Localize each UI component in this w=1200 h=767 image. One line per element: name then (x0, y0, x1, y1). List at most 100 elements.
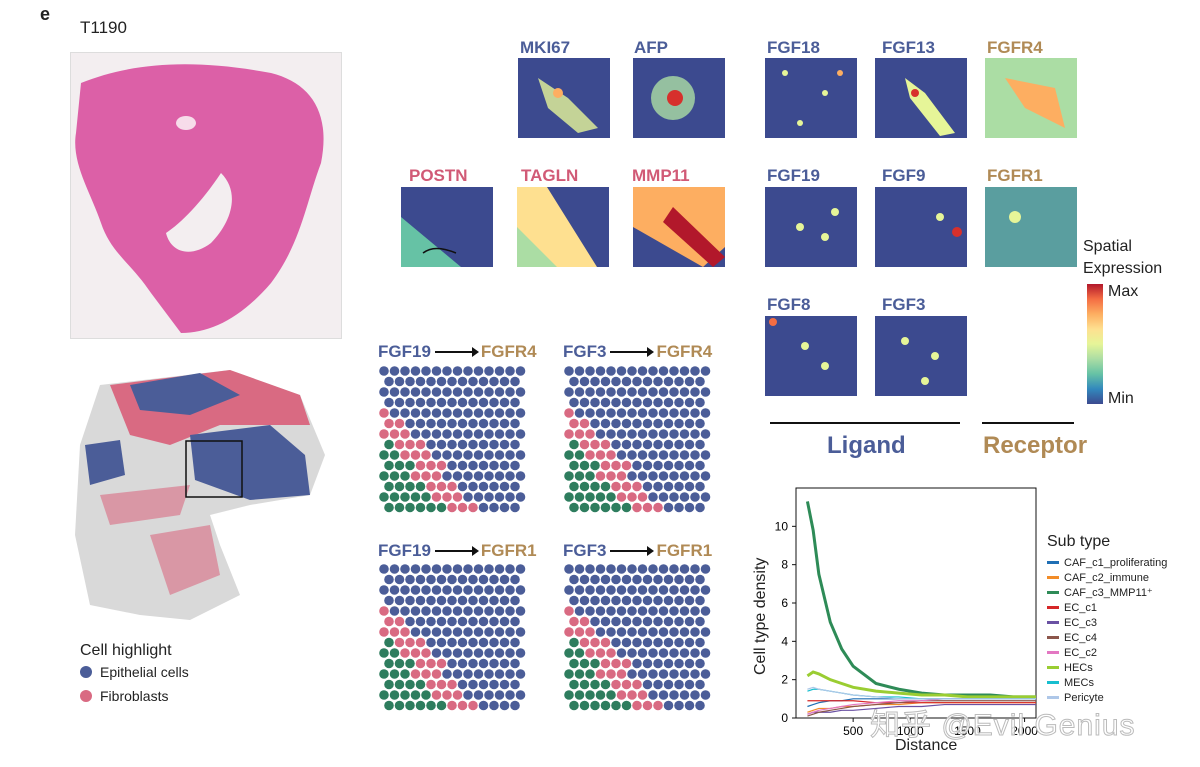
spot-dot (585, 648, 595, 658)
spot-dot (621, 595, 632, 606)
spot-dot (606, 564, 616, 574)
spot-dot (452, 471, 463, 481)
spot-dot (648, 387, 658, 397)
legend-series-label: EC_c2 (1064, 646, 1098, 659)
spot-dot (579, 397, 590, 408)
spot-dot (442, 471, 452, 481)
plot-frame (795, 487, 1037, 719)
spot-dot (595, 669, 606, 679)
x-tick-label: 1000 (897, 724, 924, 738)
spot-dot (405, 574, 415, 585)
spot-dot (447, 502, 457, 513)
spot-dot (679, 366, 690, 376)
spot-dot (590, 376, 600, 387)
spot-dot (405, 595, 415, 606)
spot-dot (489, 397, 499, 408)
spot-dot (684, 616, 695, 627)
spot-dot (452, 648, 463, 658)
spot-dot (468, 700, 478, 711)
spot-dot (415, 481, 426, 492)
spot-dot (405, 700, 415, 711)
tile-mmp11 (633, 187, 725, 267)
spot-dot (679, 492, 690, 502)
spot-dot (415, 574, 426, 585)
spot-dot (695, 595, 705, 606)
spot-dot (632, 502, 642, 513)
spot-dot (637, 690, 648, 700)
spot-dot (489, 616, 499, 627)
spot-dot (590, 502, 600, 513)
spot-dot (700, 450, 711, 460)
spot-dot (389, 606, 400, 616)
spot-dot (684, 637, 695, 648)
spot-dot (600, 595, 611, 606)
spot-dot (468, 595, 478, 606)
spot-dot (515, 408, 526, 418)
spot-dot (669, 585, 679, 595)
spot-dot (447, 376, 457, 387)
pair-1-receptor: FGFR4 (480, 342, 537, 361)
spot-dot (564, 450, 574, 460)
spot-dot (679, 627, 690, 637)
spot-dot (695, 502, 705, 513)
spot-dot (457, 700, 468, 711)
spot-dot (632, 595, 642, 606)
spot-dot (674, 481, 684, 492)
spot-dot (389, 669, 400, 679)
spot-dot (473, 408, 484, 418)
spot-dot (436, 679, 447, 690)
y-tick-label: 10 (775, 519, 789, 533)
spot-dot (674, 679, 684, 690)
spot-dot (421, 429, 431, 439)
spot-dot (436, 460, 447, 471)
spot-dot (642, 658, 653, 669)
spot-dot (505, 690, 515, 700)
spot-dot (442, 564, 452, 574)
spot-dot (415, 502, 426, 513)
spot-dot (606, 387, 616, 397)
spot-dot (442, 690, 452, 700)
pair-panel-2-graphic (564, 366, 711, 513)
spot-dot (400, 387, 410, 397)
pair-panel-1-graphic (379, 366, 526, 513)
spot-dot (658, 690, 669, 700)
spot-dot (648, 669, 658, 679)
spot-dot (585, 669, 595, 679)
spot-dot (695, 460, 705, 471)
spot-dot (489, 502, 499, 513)
spot-dot (484, 429, 494, 439)
spot-dot (653, 700, 663, 711)
spot-dot (389, 408, 400, 418)
y-tick-label: 6 (781, 596, 788, 610)
spot-dot (468, 679, 478, 690)
arrow-right-icon (434, 347, 479, 357)
spot-dot (600, 481, 611, 492)
spot-dot (379, 408, 389, 418)
spot-dot (384, 397, 394, 408)
spot-dot (400, 669, 410, 679)
spot-dot (658, 606, 669, 616)
spot-dot (679, 606, 690, 616)
spot-dot (484, 387, 494, 397)
spot-dot (569, 502, 579, 513)
tile-fgf3-graphic (901, 337, 939, 385)
spot-dot (632, 439, 642, 450)
spot-dot (457, 637, 468, 648)
pair-title-4: FGF3 FGFR1 (563, 541, 712, 561)
spot-dot (431, 585, 442, 595)
spot-dot (600, 376, 611, 387)
spot-dot (642, 637, 653, 648)
spot-dot (452, 690, 463, 700)
spot-dot (468, 418, 478, 429)
spot-dot (695, 679, 705, 690)
spot-dot (574, 429, 585, 439)
spot-dot (585, 492, 595, 502)
spot-dot (400, 648, 410, 658)
tile-mmp11-graphic (633, 187, 725, 267)
panel-letter: e (40, 4, 51, 24)
spot-dot (679, 471, 690, 481)
spot-dot (468, 616, 478, 627)
lr-label-fgf13: FGF13 (882, 38, 935, 57)
spot-dot (627, 471, 637, 481)
spot-dot (637, 606, 648, 616)
